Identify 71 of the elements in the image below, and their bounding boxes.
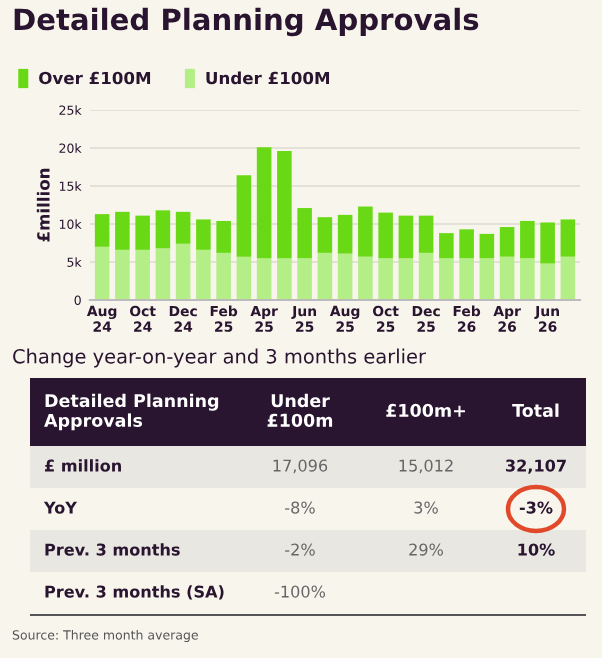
bar: [398, 258, 414, 300]
bar: [337, 253, 353, 300]
text: YoY: [43, 501, 78, 514]
text: 15,012: [399, 459, 453, 474]
bar: [256, 147, 272, 259]
bar: [94, 214, 110, 247]
text: £100m+: [386, 403, 465, 418]
bar: [560, 219, 576, 257]
text: 17,096: [273, 459, 328, 474]
bar: [196, 219, 211, 250]
bar: [94, 246, 110, 300]
bar: [196, 249, 211, 300]
bar: [337, 214, 353, 254]
bar: [540, 263, 555, 300]
text: Total: [512, 403, 559, 418]
bar: [236, 175, 252, 257]
text: -8%: [285, 501, 315, 514]
bar: [115, 249, 130, 300]
bar: [418, 252, 434, 300]
bar: [378, 258, 393, 300]
bar: [540, 222, 555, 264]
bar: [520, 258, 535, 300]
bar: [297, 208, 312, 259]
bar: [459, 229, 474, 259]
bar: [135, 249, 150, 300]
bar: [439, 233, 454, 259]
bar: [520, 220, 535, 259]
text: £ million: [44, 459, 121, 472]
text: Change year-on-year and 3 months earlier: [13, 348, 426, 368]
bar: [378, 212, 393, 259]
bar: [499, 256, 515, 300]
bar: [256, 258, 272, 300]
text: Prev. 3 months: [45, 543, 180, 556]
bar: [499, 227, 515, 257]
bar: [236, 256, 252, 300]
bar: [317, 252, 333, 300]
bar: [216, 252, 231, 300]
bar: [479, 233, 495, 259]
bar: [439, 258, 454, 300]
text: Detailed Planning Approvals: [44, 393, 219, 431]
legend-label: Over £100M: [39, 71, 151, 85]
bar: [479, 258, 495, 300]
bar: [155, 248, 171, 300]
text: 29%: [409, 543, 444, 556]
bar: [459, 258, 474, 300]
bar: [358, 256, 373, 300]
bar: [175, 211, 191, 244]
bar: [175, 243, 191, 300]
text: -3%: [519, 501, 553, 514]
text: 3%: [414, 501, 438, 514]
bar: [317, 217, 333, 253]
bar: [155, 210, 171, 249]
text: Prev. 3 months (SA): [45, 585, 224, 600]
y-axis-title: £million: [36, 168, 50, 242]
bar: [398, 215, 414, 259]
bar: [418, 215, 434, 253]
bar: [358, 206, 373, 257]
bar: [297, 258, 312, 300]
text: 10%: [518, 543, 555, 556]
bar: [135, 215, 150, 250]
text: 32,107: [505, 459, 566, 474]
bar: [277, 258, 292, 300]
legend-label: Under £100M: [206, 71, 330, 85]
text: -100%: [274, 585, 326, 598]
text: -2%: [285, 543, 315, 556]
bar: [115, 211, 130, 250]
bar: [560, 256, 576, 300]
bar: [277, 151, 292, 259]
chart-title: Detailed Planning Approvals: [14, 7, 479, 37]
text: Under £100m: [267, 393, 333, 427]
bar: [216, 220, 231, 253]
